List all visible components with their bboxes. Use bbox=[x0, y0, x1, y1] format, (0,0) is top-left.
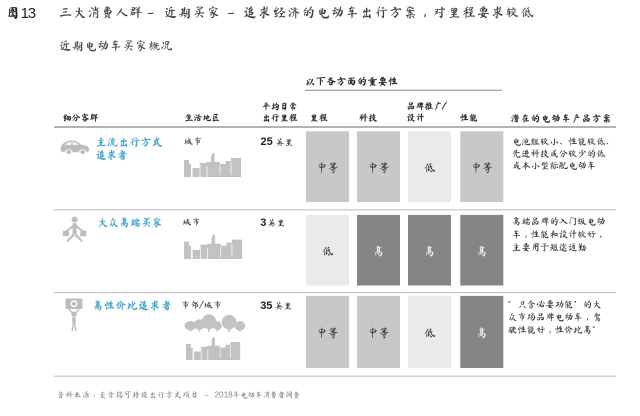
svg-text:25: 25 bbox=[261, 136, 273, 148]
svg-text:35: 35 bbox=[260, 300, 272, 312]
svg-text:2018: 2018 bbox=[215, 391, 234, 400]
svg-text:3: 3 bbox=[260, 217, 266, 229]
svg-text:13: 13 bbox=[21, 5, 36, 22]
